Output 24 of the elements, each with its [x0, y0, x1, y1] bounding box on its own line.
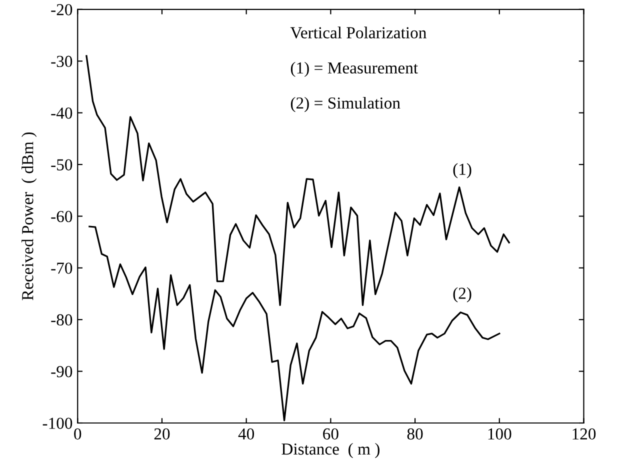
x-tick-label: 40 — [238, 428, 254, 440]
y-tick-label: -50 — [51, 159, 72, 170]
y-tick-label: -40 — [51, 108, 72, 119]
y-tick-label: -80 — [51, 314, 72, 326]
line-series — [86, 55, 510, 306]
x-axis-title: Distance ( m ) — [282, 442, 380, 458]
y-tick-label: -70 — [51, 262, 72, 274]
annotation: (2) — [453, 287, 472, 302]
x-tick-label: 100 — [488, 428, 512, 440]
x-tick-label: 80 — [407, 428, 423, 440]
y-tick-label: -30 — [51, 56, 72, 68]
y-tick-label: -60 — [51, 210, 72, 222]
x-tick-label: 20 — [154, 428, 170, 440]
annotation: (1) = Measurement — [290, 62, 418, 77]
x-tick-label: 60 — [323, 428, 338, 440]
x-tick-label: 0 — [74, 428, 82, 440]
y-tick-label: -100 — [42, 418, 72, 429]
x-tick-label: 120 — [572, 428, 596, 440]
y-tick-label: -90 — [51, 366, 72, 378]
annotation: (1) — [453, 163, 472, 178]
y-axis-title: Received Power ( dBm ) — [22, 132, 37, 300]
y-tick-label: -20 — [51, 4, 72, 16]
annotation: Vertical Polarization — [290, 26, 426, 38]
annotation: (2) = Simulation — [290, 96, 400, 112]
